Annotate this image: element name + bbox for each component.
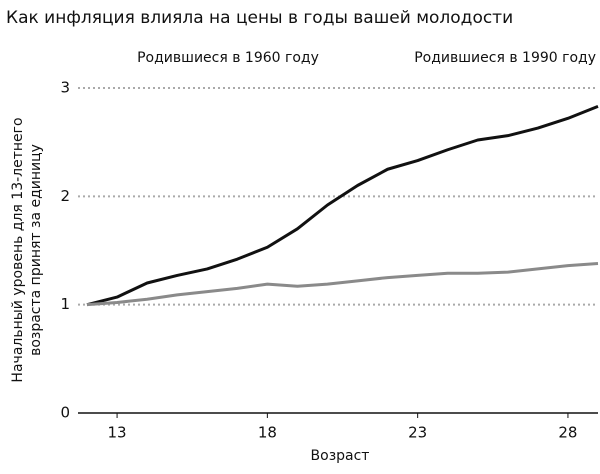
y-axis-label: Начальный уровень для 13-летнего <box>10 117 26 382</box>
y-tick-label: 3 <box>60 79 70 97</box>
y-axis-label: возраста принят за единицу <box>28 144 44 356</box>
legend-label: Родившиеся в 1990 году <box>414 50 596 66</box>
x-tick-label: 23 <box>408 424 427 442</box>
x-axis-label: Возраст <box>311 448 370 464</box>
series-line <box>86 105 599 307</box>
series-line <box>86 262 599 307</box>
x-tick-label: 28 <box>558 424 577 442</box>
chart-title: Как инфляция влияла на цены в годы вашей… <box>6 8 513 28</box>
x-tick-label: 18 <box>258 424 277 442</box>
y-tick-label: 0 <box>60 404 70 422</box>
y-tick-label: 2 <box>60 187 70 205</box>
legend-label: Родившиеся в 1960 году <box>137 50 319 66</box>
y-tick-label: 1 <box>60 295 70 313</box>
x-tick-label: 13 <box>108 424 127 442</box>
